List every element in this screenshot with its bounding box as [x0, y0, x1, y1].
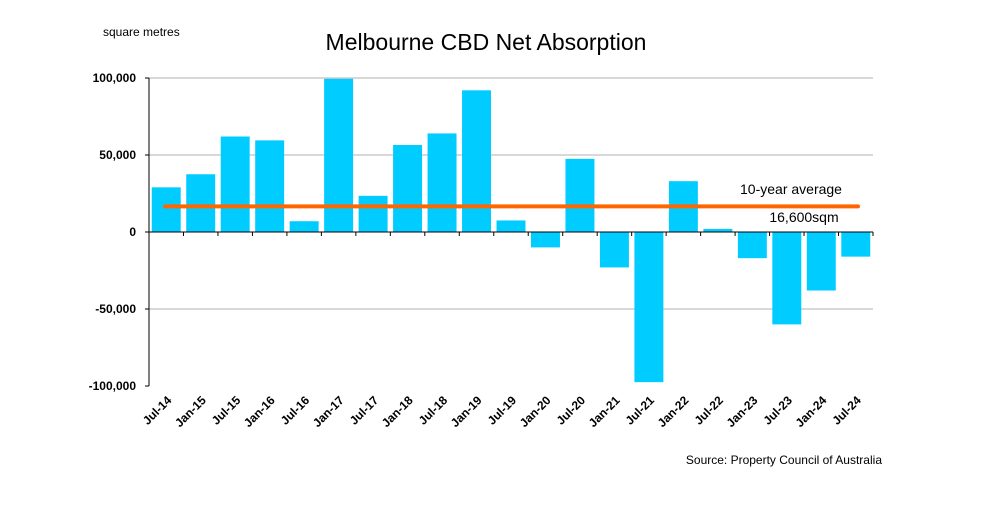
y-tick-labels: 100,000 50,000 0 -50,000 -100,000 — [89, 71, 137, 393]
x-tick-label: Jan-24 — [793, 393, 830, 430]
bar — [530, 232, 560, 248]
bar — [427, 133, 457, 232]
bar — [186, 174, 216, 232]
x-tick-label: Jan-21 — [586, 393, 623, 430]
x-tick-label: Jul-16 — [278, 393, 313, 428]
chart-title: Melbourne CBD Net Absorption — [326, 29, 647, 55]
y-tick-label: 100,000 — [93, 71, 137, 85]
y-axis-unit-label: square metres — [103, 25, 180, 39]
x-tick-label: Jan-17 — [310, 393, 347, 430]
bar — [806, 232, 836, 291]
bar — [703, 228, 733, 232]
bar — [151, 187, 181, 232]
bar — [220, 136, 250, 232]
bar — [255, 140, 285, 232]
bar — [772, 232, 802, 325]
x-tick-label: Jul-18 — [416, 393, 451, 428]
y-tick-label: 50,000 — [99, 148, 136, 162]
x-tick-label: Jul-21 — [623, 393, 658, 428]
bar — [462, 90, 492, 232]
source-note: Source: Property Council of Australia — [686, 453, 882, 467]
y-tick-label: -50,000 — [95, 302, 136, 316]
bar — [565, 158, 595, 232]
x-tick-label: Jan-20 — [517, 393, 554, 430]
x-tick-label: Jan-15 — [172, 393, 209, 430]
y-tick-label: 0 — [129, 225, 136, 239]
bar — [496, 220, 526, 232]
x-tick-label: Jul-20 — [554, 393, 589, 428]
x-tick-label: Jan-22 — [655, 393, 692, 430]
y-tick-label: -100,000 — [89, 379, 137, 393]
bars — [151, 78, 871, 383]
bar — [393, 144, 423, 232]
average-label-title: 10-year average — [740, 181, 842, 197]
x-tick-label: Jul-19 — [485, 393, 520, 428]
x-tick-label: Jul-15 — [209, 393, 244, 428]
x-tick-label: Jul-22 — [692, 393, 727, 428]
x-tick-label: Jan-18 — [379, 393, 416, 430]
bar — [599, 232, 629, 268]
x-tick-label: Jul-23 — [761, 393, 796, 428]
bar — [841, 232, 871, 257]
x-tick-label: Jan-16 — [241, 393, 278, 430]
bar — [737, 232, 767, 259]
average-label-value: 16,600sqm — [769, 209, 838, 225]
bar — [324, 78, 354, 233]
axes — [145, 77, 874, 387]
bar — [358, 195, 388, 232]
bar — [634, 232, 664, 383]
x-tick-label: Jul-14 — [140, 393, 175, 428]
x-tick-label: Jul-17 — [347, 393, 382, 428]
x-tick-label: Jul-24 — [829, 393, 864, 428]
bar — [289, 221, 319, 232]
x-tick-label: Jan-23 — [724, 393, 761, 430]
x-tick-label: Jan-19 — [448, 393, 485, 430]
